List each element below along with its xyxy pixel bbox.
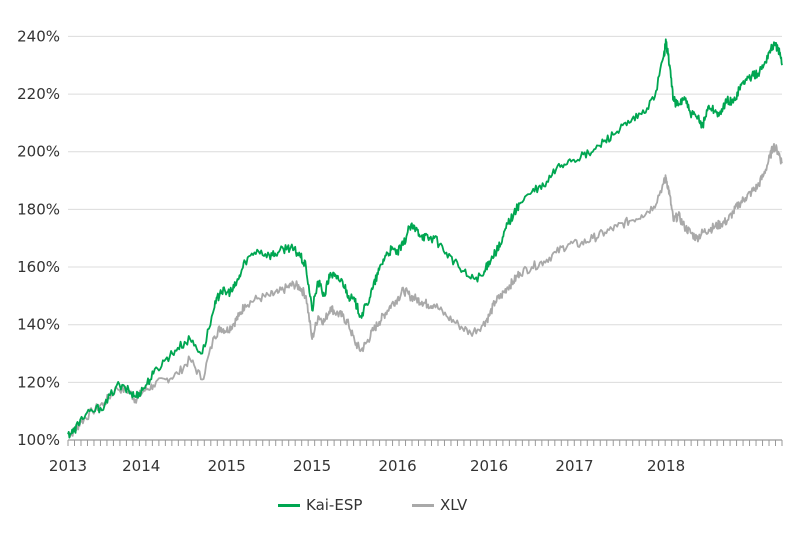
legend-swatch-kai-esp [278, 503, 300, 507]
series-line-kai-esp [67, 38, 783, 439]
series-line-xlv [67, 142, 783, 438]
line-chart: 100%120%140%160%180%200%220%240% 2013 201… [17, 27, 783, 475]
x-tick-label: 2014 [122, 457, 160, 475]
x-axis [67, 439, 783, 446]
y-tick-label: 200% [17, 143, 60, 161]
y-tick-label: 120% [17, 373, 60, 391]
legend-label-xlv: XLV [440, 496, 468, 514]
x-tick-label: 2015 [293, 457, 331, 475]
x-tick-label: 2016 [378, 457, 416, 475]
gridlines [68, 35, 782, 383]
legend-label-kai-esp: Kai-ESP [306, 496, 363, 514]
x-tick-label: 2016 [470, 457, 508, 475]
y-tick-label: 220% [17, 85, 60, 103]
legend-swatch-xlv [412, 503, 434, 507]
y-tick-label: 140% [17, 316, 60, 334]
y-tick-label: 100% [17, 431, 60, 449]
x-tick-label: 2017 [555, 457, 593, 475]
y-tick-label: 180% [17, 200, 60, 218]
x-tick-label: 2018 [647, 457, 685, 475]
x-axis-ticks: 2013 2014 2015 2015 2016 2016 2017 2018 [49, 457, 685, 475]
legend-item-xlv[interactable]: XLV [412, 490, 467, 520]
x-tick-label: 2013 [49, 457, 87, 475]
legend: Kai-ESP XLV [0, 490, 800, 520]
series-lines [67, 38, 783, 439]
x-tick-label: 2015 [208, 457, 246, 475]
y-tick-label: 160% [17, 258, 60, 276]
y-axis-ticks: 100% 120% 140% 160% 180% 200% 220% 240% [17, 27, 60, 449]
legend-item-kai-esp[interactable]: Kai-ESP [278, 490, 362, 520]
y-tick-label: 240% [17, 27, 60, 45]
